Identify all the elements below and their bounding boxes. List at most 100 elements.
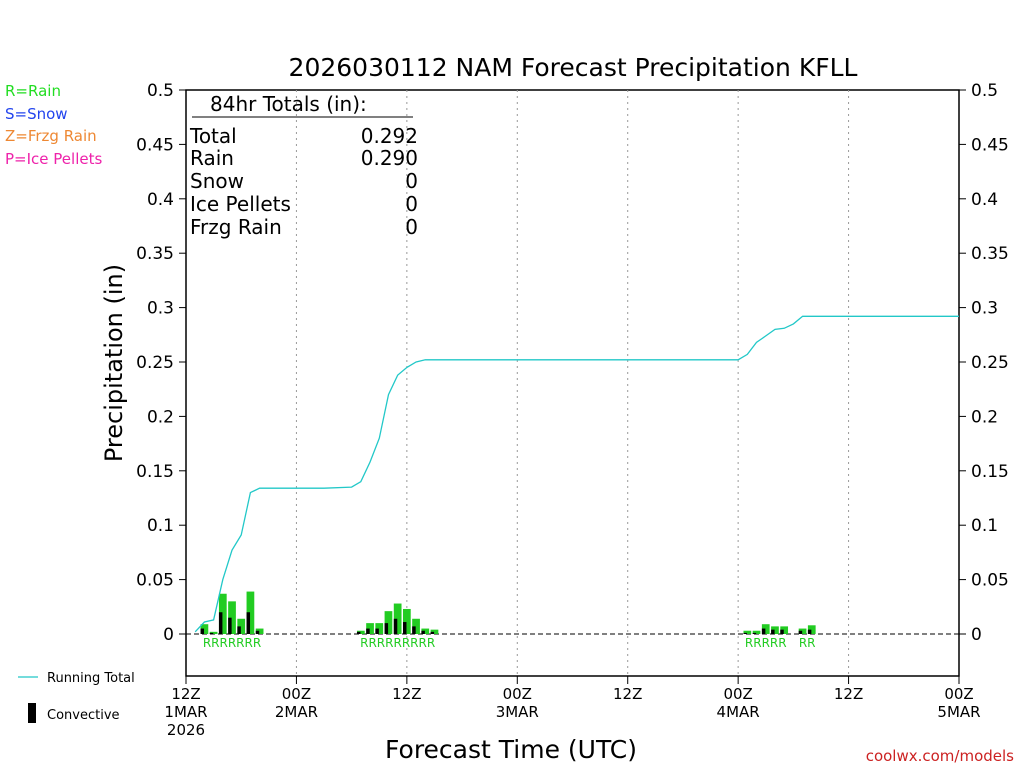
x-tick-label-1-1: 2MAR bbox=[275, 703, 318, 721]
precip-bar-1 bbox=[209, 631, 218, 634]
precip-bar-6 bbox=[255, 628, 264, 634]
totals-label-rain: Rain bbox=[190, 146, 234, 170]
totals-label-ice-pellets: Ice Pellets bbox=[190, 192, 291, 216]
precip-bar-3 bbox=[228, 601, 236, 634]
precip-type-labels: RRRRRRR RRRRRRRRR RRRRR RR bbox=[203, 636, 816, 650]
convective-bar-11 bbox=[393, 618, 398, 634]
chart-title: 2026030112 NAM Forecast Precipitation KF… bbox=[289, 53, 858, 82]
totals-value-rain: 0.290 bbox=[361, 146, 418, 170]
x-tick-label-5-0: 00Z bbox=[723, 685, 752, 703]
convective-bar-4 bbox=[237, 626, 241, 634]
totals-label-total: Total bbox=[189, 124, 237, 148]
y-tick-label-right-0: 0 bbox=[971, 625, 982, 645]
y-tick-label-left-5: 0.25 bbox=[136, 353, 174, 373]
precip-bar-8 bbox=[366, 623, 374, 634]
y-axis-label: Precipitation (in) bbox=[100, 264, 128, 462]
y-tick-label-left-3: 0.15 bbox=[136, 462, 174, 482]
legend-rain: R=Rain bbox=[5, 82, 61, 100]
x-tick-label-6-0: 12Z bbox=[834, 685, 863, 703]
precip-bar-14 bbox=[421, 628, 430, 634]
y-axis-ticks: 0 00.05 0.050.1 0.10.15 0.150.2 0.20.25 0.250.… bbox=[136, 81, 1009, 645]
convective-bar-17 bbox=[752, 632, 757, 634]
convective-bar-10 bbox=[384, 623, 389, 634]
totals-value-snow: 0 bbox=[405, 169, 418, 193]
running-total-line bbox=[194, 315, 959, 633]
precip-type-legend: R=Rain S=Snow Z=Frzg Rain P=Ice Pellets bbox=[5, 82, 102, 168]
totals-label-freezing-rain: Frzg Rain bbox=[190, 215, 282, 239]
convective-bar-1 bbox=[209, 632, 214, 634]
y-tick-label-right-2: 0.1 bbox=[971, 516, 998, 536]
convective-bar-6 bbox=[255, 630, 260, 634]
y-tick-label-left-7: 0.35 bbox=[136, 244, 174, 264]
precip-bar-0 bbox=[200, 624, 209, 634]
convective-bar-0 bbox=[200, 628, 205, 634]
precip-bar-10 bbox=[384, 611, 393, 634]
ptype-label-3: RR bbox=[799, 636, 816, 650]
precip-bar-13 bbox=[412, 618, 420, 634]
y-tick-label-right-7: 0.35 bbox=[971, 244, 1009, 264]
precip-bar-15 bbox=[430, 629, 439, 634]
x-tick-label-7-0: 00Z bbox=[944, 685, 973, 703]
y-tick-label-left-2: 0.1 bbox=[147, 516, 174, 536]
legend-ice-pellets: P=Ice Pellets bbox=[5, 150, 102, 168]
precip-bar-12 bbox=[402, 608, 411, 634]
ptype-label-2: RRRRR bbox=[745, 636, 787, 650]
running-total-legend-label: Running Total bbox=[47, 671, 135, 686]
y-tick-label-left-8: 0.4 bbox=[147, 190, 174, 210]
x-tick-label-3-0: 00Z bbox=[503, 685, 532, 703]
y-tick-label-left-9: 0.45 bbox=[136, 135, 174, 155]
precip-bar-5 bbox=[246, 591, 255, 634]
x-tick-label-5-1: 4MAR bbox=[717, 703, 760, 721]
y-tick-label-right-6: 0.3 bbox=[971, 299, 998, 319]
convective-bar-16 bbox=[743, 632, 747, 634]
precip-bar-21 bbox=[798, 628, 807, 634]
precip-bar-4 bbox=[237, 618, 246, 634]
y-tick-label-left-4: 0.2 bbox=[147, 407, 174, 427]
ptype-label-1: RRRRRRRRR bbox=[360, 636, 435, 650]
convective-bar-13 bbox=[412, 626, 416, 634]
series-legend: Running Total Convective bbox=[18, 671, 135, 723]
totals-value-freezing-rain: 0 bbox=[405, 215, 418, 239]
convective-bar-15 bbox=[430, 631, 435, 634]
x-tick-label-4-0: 12Z bbox=[613, 685, 642, 703]
precip-bar-2 bbox=[218, 593, 227, 634]
y-tick-label-right-5: 0.25 bbox=[971, 353, 1009, 373]
precip-bar-11 bbox=[393, 603, 402, 634]
y-tick-label-left-6: 0.3 bbox=[147, 299, 174, 319]
x-tick-label-2-0: 12Z bbox=[392, 685, 421, 703]
convective-bar-9 bbox=[375, 628, 379, 634]
y-tick-label-right-9: 0.45 bbox=[971, 135, 1009, 155]
y-tick-label-left-10: 0.5 bbox=[147, 81, 174, 101]
convective-bar-8 bbox=[366, 628, 370, 634]
convective-bar-5 bbox=[246, 612, 251, 634]
convective-bar-19 bbox=[771, 629, 775, 634]
x-tick-label-3-1: 3MAR bbox=[496, 703, 539, 721]
y-tick-label-right-8: 0.4 bbox=[971, 190, 998, 210]
precip-bar-20 bbox=[780, 626, 789, 634]
convective-bar-18 bbox=[761, 628, 766, 634]
x-tick-label-0-1: 1MAR bbox=[164, 703, 207, 721]
convective-legend-label: Convective bbox=[47, 708, 120, 723]
precip-bar-19 bbox=[771, 626, 779, 634]
x-tick-label-0-0: 12Z bbox=[171, 685, 200, 703]
convective-bar-2 bbox=[218, 612, 223, 634]
precip-bar-16 bbox=[743, 630, 752, 634]
convective-bar-3 bbox=[228, 617, 232, 634]
y-tick-label-left-1: 0.05 bbox=[136, 571, 174, 591]
convective-bar-20 bbox=[780, 629, 784, 634]
totals-label-snow: Snow bbox=[190, 169, 244, 193]
x-axis-label: Forecast Time (UTC) bbox=[385, 735, 637, 764]
convective-bar-14 bbox=[421, 630, 425, 634]
totals-box: 84hr Totals (in): Total 0.292 Rain 0.290… bbox=[189, 92, 418, 239]
y-tick-label-left-0: 0 bbox=[163, 625, 174, 645]
vertical-gridlines bbox=[295, 90, 850, 676]
y-tick-label-right-10: 0.5 bbox=[971, 81, 998, 101]
precip-bar-22 bbox=[807, 625, 816, 634]
totals-value-ice-pellets: 0 bbox=[405, 192, 418, 216]
totals-heading: 84hr Totals (in): bbox=[210, 92, 367, 116]
y-tick-label-right-1: 0.05 bbox=[971, 571, 1009, 591]
convective-bar-12 bbox=[402, 622, 407, 634]
